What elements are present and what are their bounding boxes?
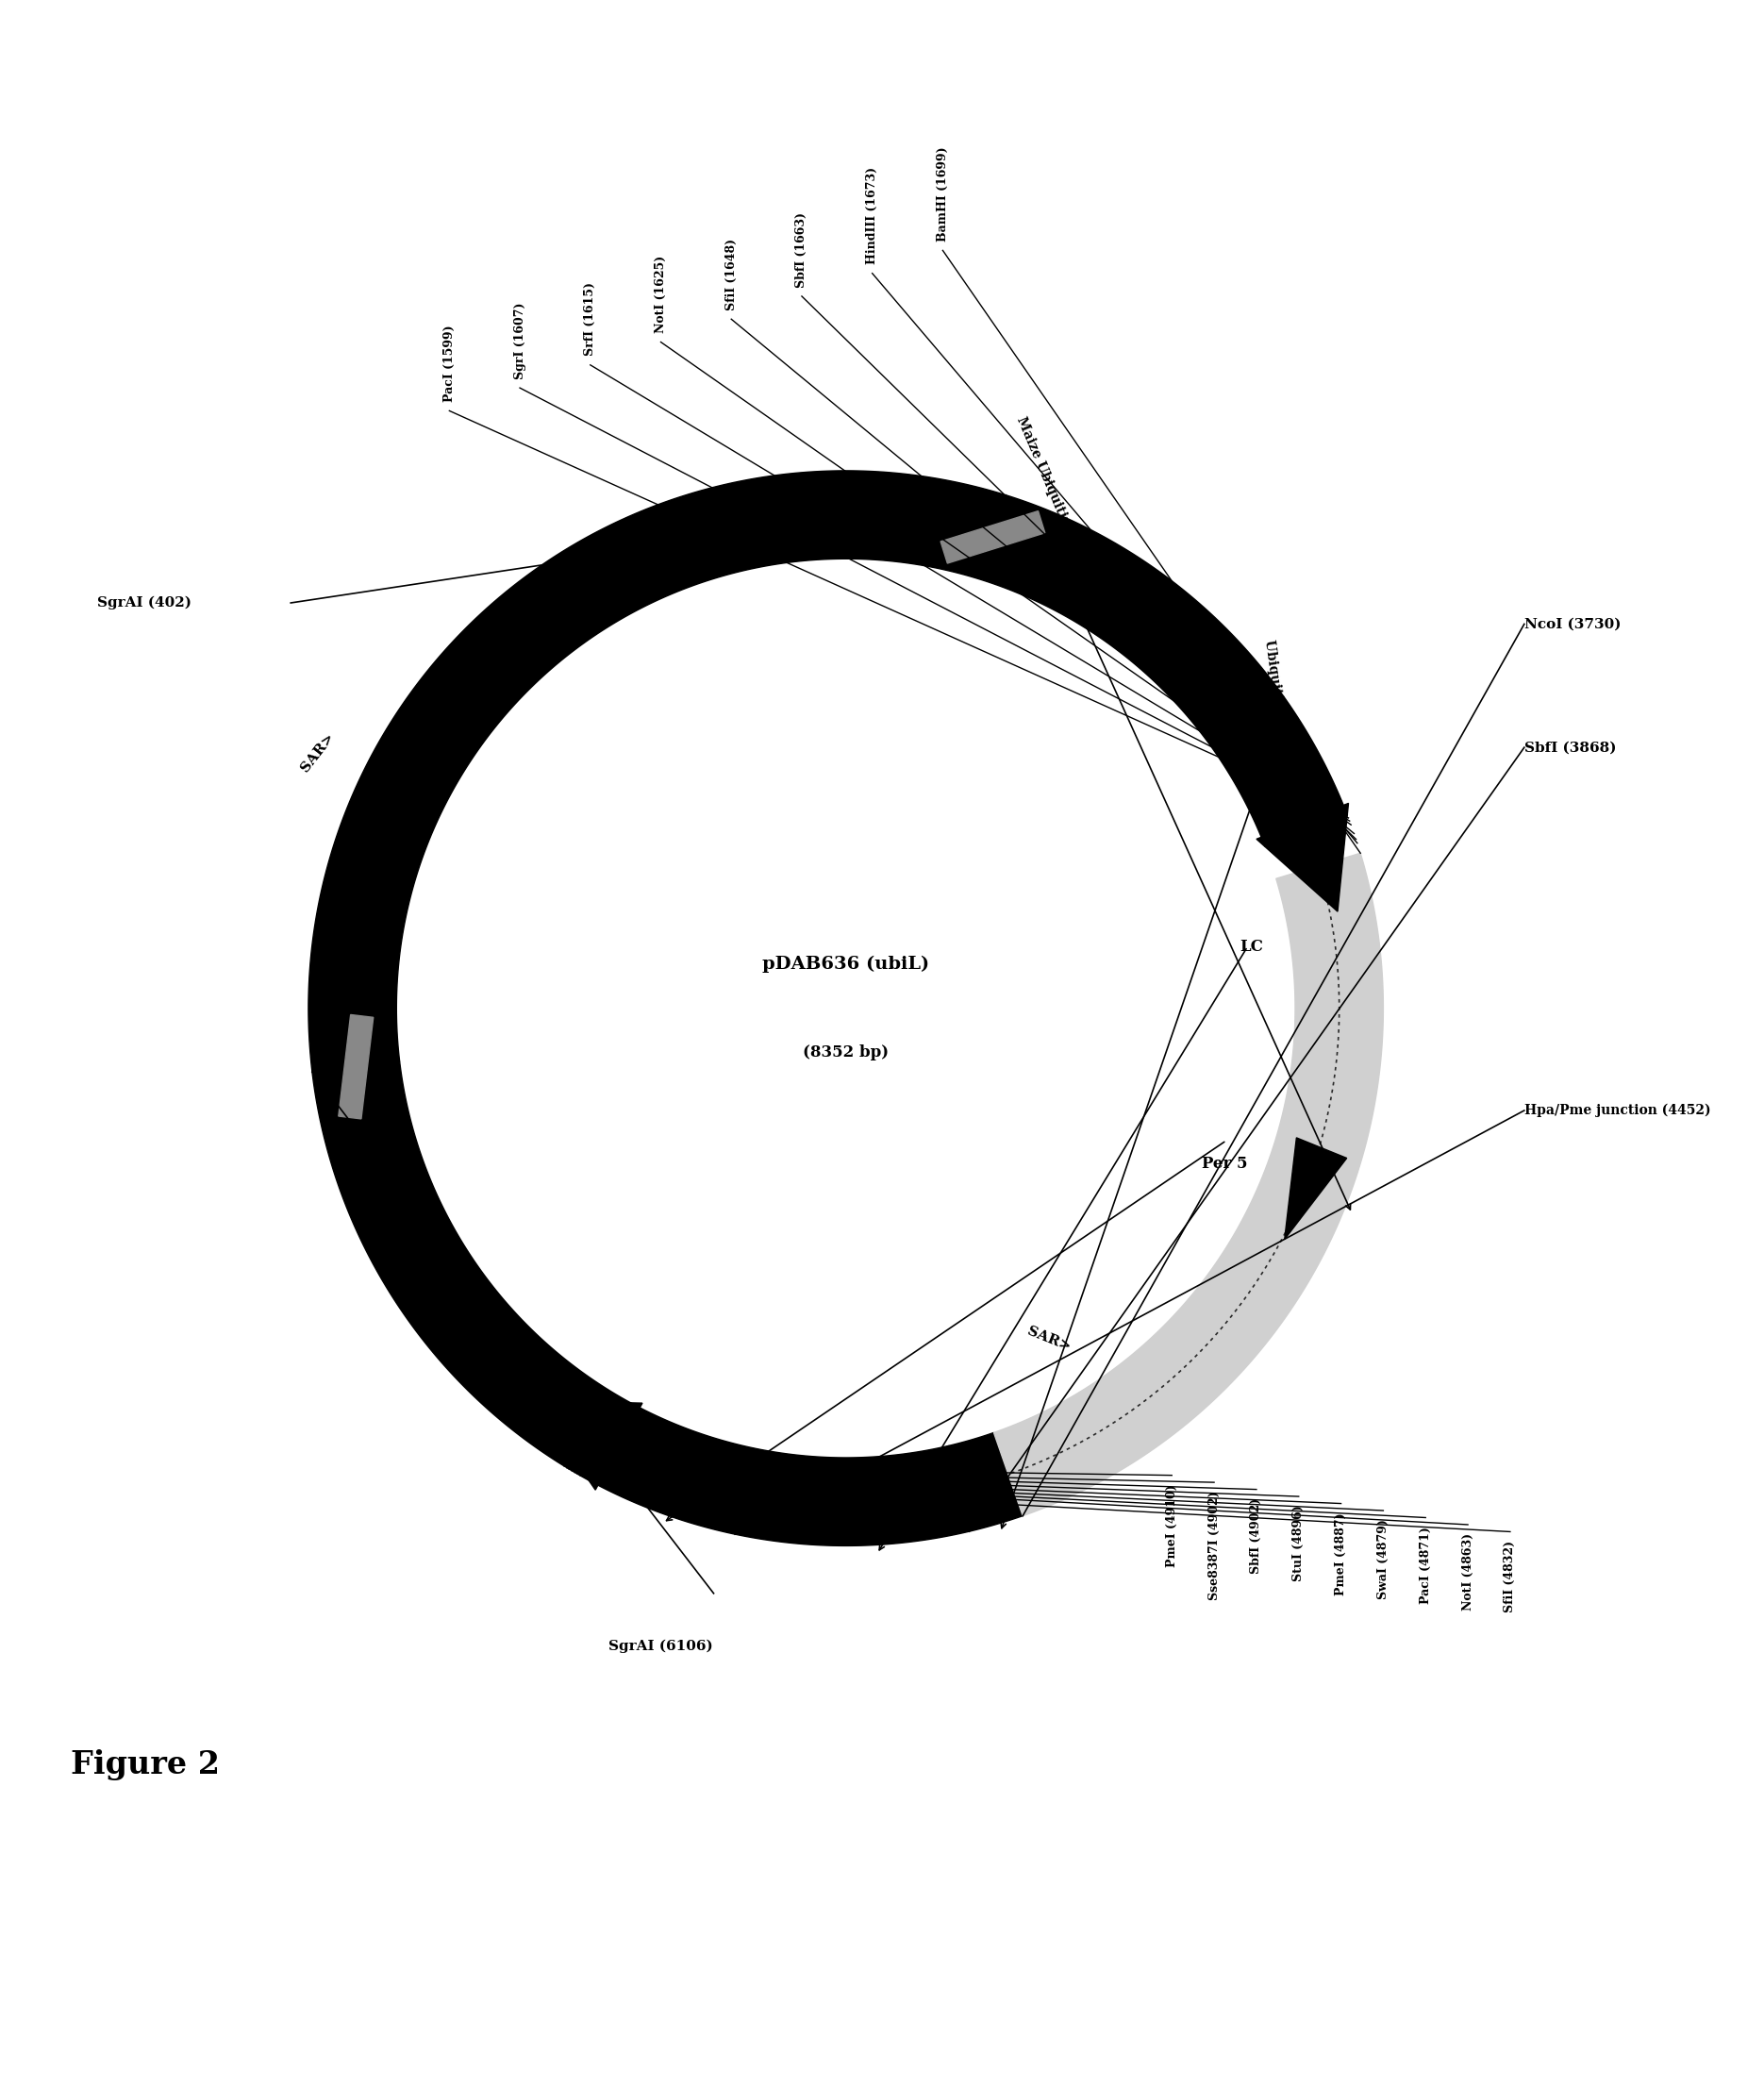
Polygon shape [1256, 803, 1348, 912]
Polygon shape [377, 707, 452, 806]
Bar [940, 511, 1044, 563]
Text: Ubiquitin Intron: Ubiquitin Intron [1263, 639, 1293, 762]
Text: SwaI (4879): SwaI (4879) [1378, 1519, 1390, 1599]
Text: PmeI (4910): PmeI (4910) [1166, 1484, 1178, 1567]
Text: StuI (4896): StuI (4896) [1293, 1505, 1305, 1582]
Text: NcoI (3730): NcoI (3730) [1524, 618, 1621, 630]
Text: Per 5: Per 5 [1201, 1156, 1247, 1171]
Text: PacI (1599): PacI (1599) [443, 326, 455, 403]
Text: Maize Ubiquitin Promoter: Maize Ubiquitin Promoter [1014, 415, 1101, 597]
Text: SbfI (1663): SbfI (1663) [796, 213, 808, 288]
Text: SgrAI (402): SgrAI (402) [97, 597, 191, 609]
Polygon shape [406, 1236, 482, 1334]
Text: pDAB636 (ubiL): pDAB636 (ubiL) [762, 956, 930, 973]
Text: SgrI (1607): SgrI (1607) [513, 303, 526, 380]
Polygon shape [736, 1446, 968, 1546]
Polygon shape [534, 1400, 642, 1490]
Polygon shape [309, 472, 1348, 1073]
Text: LC: LC [1240, 939, 1263, 954]
Text: SgrAI (6106): SgrAI (6106) [609, 1640, 713, 1653]
Polygon shape [591, 1405, 753, 1534]
Text: NotI (1625): NotI (1625) [654, 255, 667, 334]
Text: SfiI (4832): SfiI (4832) [1505, 1540, 1517, 1613]
Text: HindIII (1673): HindIII (1673) [866, 167, 878, 265]
Text: PmeI (4887): PmeI (4887) [1335, 1513, 1348, 1594]
Text: SbfI (3868): SbfI (3868) [1524, 741, 1616, 753]
Text: BamHI (1699): BamHI (1699) [937, 146, 949, 242]
Text: SbfI (4902): SbfI (4902) [1251, 1498, 1263, 1574]
Text: NotI (4863): NotI (4863) [1462, 1534, 1475, 1611]
Text: SAR>: SAR> [1025, 1325, 1073, 1354]
Bar [339, 1014, 374, 1119]
Polygon shape [826, 1471, 924, 1526]
Text: Hpa/Pme junction (4452): Hpa/Pme junction (4452) [1524, 1104, 1711, 1117]
Text: Sse8387I (4902): Sse8387I (4902) [1208, 1492, 1221, 1601]
Text: PacI (4871): PacI (4871) [1420, 1526, 1432, 1603]
Polygon shape [1284, 1137, 1346, 1240]
Text: (8352 bp): (8352 bp) [803, 1044, 889, 1060]
Polygon shape [312, 1062, 633, 1482]
Text: SrfI (1615): SrfI (1615) [584, 282, 596, 357]
Polygon shape [949, 1432, 1023, 1532]
Text: Figure 2: Figure 2 [71, 1749, 219, 1780]
Text: SfiI (1648): SfiI (1648) [725, 238, 737, 311]
Polygon shape [644, 1461, 746, 1517]
Text: SAR>: SAR> [298, 730, 337, 774]
Polygon shape [993, 854, 1383, 1515]
Polygon shape [1099, 572, 1194, 655]
